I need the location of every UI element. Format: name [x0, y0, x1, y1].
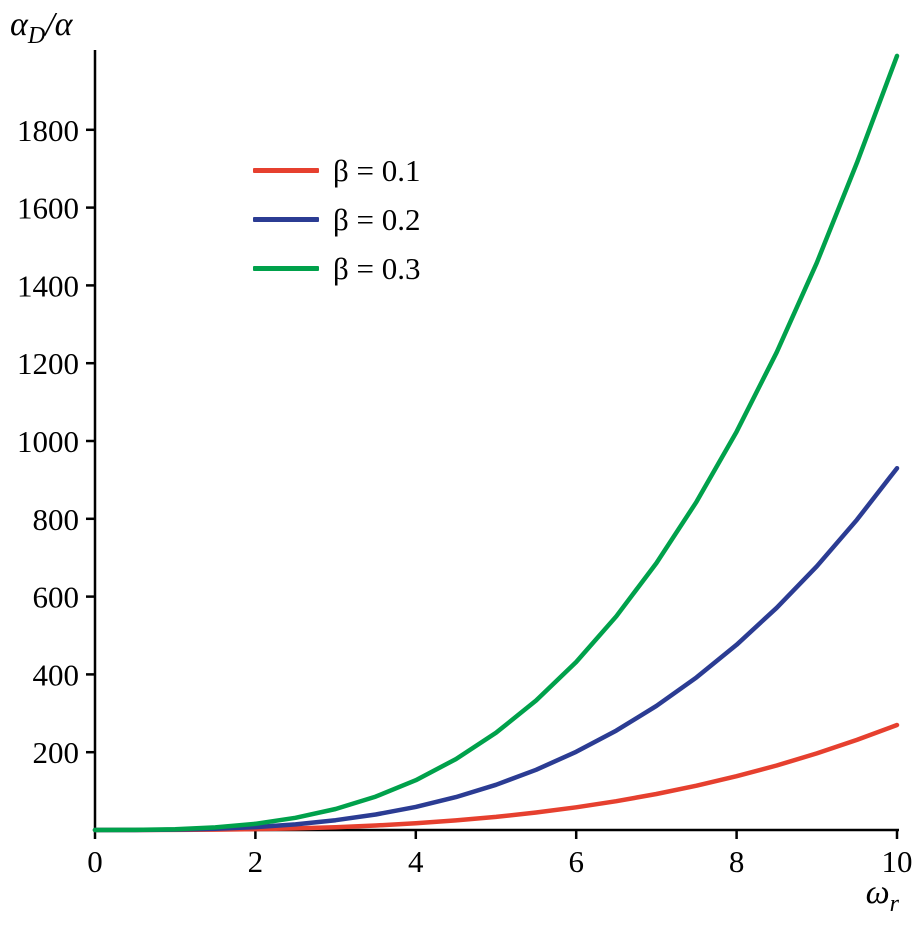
legend-label-2: β = 0.3 — [333, 250, 421, 286]
x-tick-label: 6 — [568, 844, 584, 879]
y-tick-label: 200 — [33, 735, 80, 770]
x-tick-label: 2 — [248, 844, 264, 879]
y-tick-label: 1400 — [17, 268, 79, 303]
y-axis-title: αD/α — [10, 8, 73, 48]
curve-series-0 — [92, 722, 900, 833]
x-tick-label: 4 — [408, 844, 424, 879]
y-tick-label: 1600 — [17, 191, 79, 226]
legend-swatch-0 — [253, 167, 319, 173]
legend-swatch-1 — [253, 216, 319, 222]
y-tick-label: 1800 — [17, 113, 79, 148]
y-axis-title-sub: D — [27, 22, 46, 49]
curve-series-1 — [92, 465, 900, 833]
x-tick-label: 8 — [729, 844, 745, 879]
x-tick-label: 10 — [882, 844, 913, 879]
y-axis-title-suffix: /α — [45, 6, 73, 43]
legend-label-0: β = 0.1 — [333, 152, 421, 188]
curve-series-2 — [92, 53, 900, 833]
y-axis-title-base: α — [10, 6, 28, 43]
legend-item-0: β = 0.1 — [253, 152, 421, 188]
x-axis-title-sub: r — [889, 890, 899, 917]
legend: β = 0.1 β = 0.2 β = 0.3 — [253, 152, 421, 286]
legend-item-1: β = 0.2 — [253, 201, 421, 237]
x-tick-label: 0 — [87, 844, 103, 879]
y-tick-label: 400 — [33, 657, 80, 692]
x-axis-title-base: ω — [865, 874, 890, 911]
legend-swatch-2 — [253, 265, 319, 271]
y-tick-label: 1200 — [17, 346, 79, 381]
y-tick-label: 1000 — [17, 424, 79, 459]
legend-label-1: β = 0.2 — [333, 201, 421, 237]
y-tick-label: 800 — [33, 502, 80, 537]
legend-item-2: β = 0.3 — [253, 250, 421, 286]
y-tick-label: 600 — [33, 580, 80, 615]
x-axis-title: ωr — [866, 876, 899, 916]
